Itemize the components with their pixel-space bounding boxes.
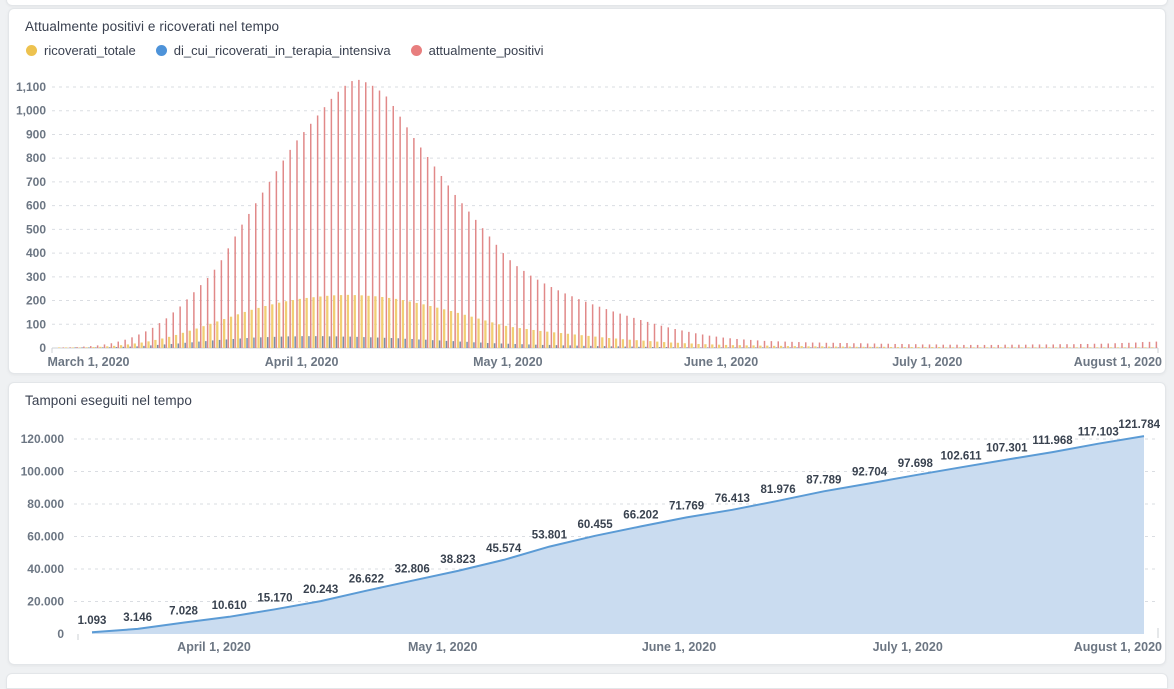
data-point-label: 66.202 bbox=[623, 509, 658, 521]
x-tick-label: April 1, 2020 bbox=[265, 355, 339, 369]
x-tick-label: August 1, 2020 bbox=[1074, 640, 1162, 654]
y-tick-label: 20.000 bbox=[27, 595, 64, 609]
data-point-label: 3.146 bbox=[123, 612, 152, 624]
x-axis-labels: March 1, 2020 April 1, 2020 May 1, 2020 Jun… bbox=[48, 355, 1163, 369]
y-tick-label: 800 bbox=[26, 151, 46, 165]
data-point-label: 71.769 bbox=[669, 500, 704, 512]
data-point-label: 92.704 bbox=[852, 466, 888, 478]
chart-title-tamponi: Tamponi eseguiti nel tempo bbox=[25, 393, 192, 408]
legend-item-di_cui_ricoverati_in_terapia_intensiva[interactable]: di_cui_ricoverati_in_terapia_intensiva bbox=[155, 43, 391, 58]
gridlines bbox=[52, 86, 1158, 325]
legend-dot-icon bbox=[155, 45, 167, 56]
y-tick-label: 900 bbox=[26, 127, 46, 141]
legend-label: ricoverati_totale bbox=[44, 43, 136, 58]
data-point-label: 1.093 bbox=[78, 615, 107, 627]
data-point-label: 53.801 bbox=[532, 530, 568, 542]
y-tick-label: 80.000 bbox=[27, 497, 64, 511]
data-point-label: 15.170 bbox=[257, 592, 292, 604]
y-tick-label: 100.000 bbox=[21, 465, 65, 479]
data-point-label: 20.243 bbox=[303, 584, 338, 596]
legend-label: di_cui_ricoverati_in_terapia_intensiva bbox=[173, 43, 391, 58]
data-point-label: 111.968 bbox=[1032, 435, 1073, 447]
data-point-label: 87.789 bbox=[806, 474, 841, 486]
data-point-label: 7.028 bbox=[169, 606, 198, 618]
area-fill bbox=[92, 436, 1144, 634]
x-tick-label: July 1, 2020 bbox=[873, 640, 943, 654]
card-attualmente-positivi: Attualmente positivi e ricoverati nel te… bbox=[8, 8, 1166, 374]
y-axis-labels: 0 20.000 40.000 60.000 80.000 100.000 120.000 bbox=[21, 432, 65, 641]
legend-item-ricoverati_totale[interactable]: ricoverati_totale bbox=[26, 43, 136, 58]
y-tick-label: 500 bbox=[26, 222, 46, 236]
y-tick-label: 600 bbox=[26, 199, 46, 213]
y-tick-label: 1,100 bbox=[16, 80, 46, 94]
legend-dot-icon bbox=[410, 45, 422, 56]
data-point-label: 81.976 bbox=[761, 484, 796, 496]
data-point-label: 26.622 bbox=[349, 574, 384, 586]
y-tick-label: 0 bbox=[57, 627, 64, 641]
data-point-label: 102.611 bbox=[941, 450, 983, 462]
data-point-label: 107.301 bbox=[986, 443, 1028, 455]
x-tick-label: May 1, 2020 bbox=[473, 355, 543, 369]
y-tick-label: 1,000 bbox=[16, 104, 46, 118]
x-tick-label: June 1, 2020 bbox=[684, 355, 758, 369]
y-axis-labels: 0 100 200 300 400 500 600 700 800 900 1,000 1,100 bbox=[16, 80, 46, 355]
legend-dot-icon bbox=[26, 45, 37, 56]
y-tick-label: 700 bbox=[26, 175, 46, 189]
x-tick-label: March 1, 2020 bbox=[48, 355, 130, 369]
x-tick-label: May 1, 2020 bbox=[408, 640, 478, 654]
data-point-label: 97.698 bbox=[898, 458, 934, 470]
y-tick-label: 200 bbox=[26, 294, 46, 308]
y-tick-label: 0 bbox=[39, 341, 46, 355]
data-point-label: 117.103 bbox=[1078, 427, 1119, 439]
x-tick-label: July 1, 2020 bbox=[892, 355, 962, 369]
x-tick-label: June 1, 2020 bbox=[642, 640, 716, 654]
y-tick-label: 400 bbox=[26, 246, 46, 260]
series-attualmente_positivi bbox=[62, 79, 1158, 348]
data-point-label: 10.610 bbox=[212, 600, 247, 612]
bar-chart-positivi-ricoverati[interactable]: 0 100 200 300 400 500 600 700 800 900 1,000 1,100 Ma… bbox=[12, 63, 1162, 371]
next-card-edge bbox=[6, 673, 1168, 689]
legend-item-attualmente_positivi[interactable]: attualmente_positivi bbox=[410, 43, 544, 58]
card-tamponi: Tamponi eseguiti nel tempo 0 20.000 40.000… bbox=[8, 382, 1166, 665]
trend-line bbox=[91, 435, 1145, 634]
y-tick-label: 120.000 bbox=[21, 432, 65, 446]
data-point-label: 60.455 bbox=[578, 519, 614, 531]
series-di_cui_ricoverati_in_terapia_intensiva bbox=[74, 336, 881, 348]
legend: ricoverati_totale di_cui_ricoverati_in_te… bbox=[26, 43, 544, 58]
data-point-label: 76.413 bbox=[715, 493, 750, 505]
x-tick-label: August 1, 2020 bbox=[1074, 355, 1162, 369]
legend-label: attualmente_positivi bbox=[428, 43, 544, 58]
previous-card-edge bbox=[6, 0, 1168, 6]
y-tick-label: 100 bbox=[26, 317, 46, 331]
data-point-label: 45.574 bbox=[486, 543, 522, 555]
y-tick-label: 60.000 bbox=[27, 530, 64, 544]
series-ricoverati_totale bbox=[58, 294, 1154, 348]
area-chart-tamponi[interactable]: 0 20.000 40.000 60.000 80.000 100.000 120.000 1… bbox=[12, 415, 1162, 661]
chart-title-positivi: Attualmente positivi e ricoverati nel te… bbox=[25, 19, 280, 34]
data-point-label: 32.806 bbox=[395, 564, 430, 576]
x-axis-labels: April 1, 2020 May 1, 2020 June 1, 2020 July… bbox=[177, 640, 1162, 654]
point-labels: 1.093 3.146 7.028 10.610 15.170 20.243 26.622 3… bbox=[78, 419, 1161, 627]
x-tick-label: April 1, 2020 bbox=[177, 640, 251, 654]
data-point-label: 121.784 bbox=[1118, 419, 1160, 431]
y-tick-label: 300 bbox=[26, 270, 46, 284]
y-tick-label: 40.000 bbox=[27, 562, 64, 576]
data-point-label: 38.823 bbox=[440, 554, 475, 566]
